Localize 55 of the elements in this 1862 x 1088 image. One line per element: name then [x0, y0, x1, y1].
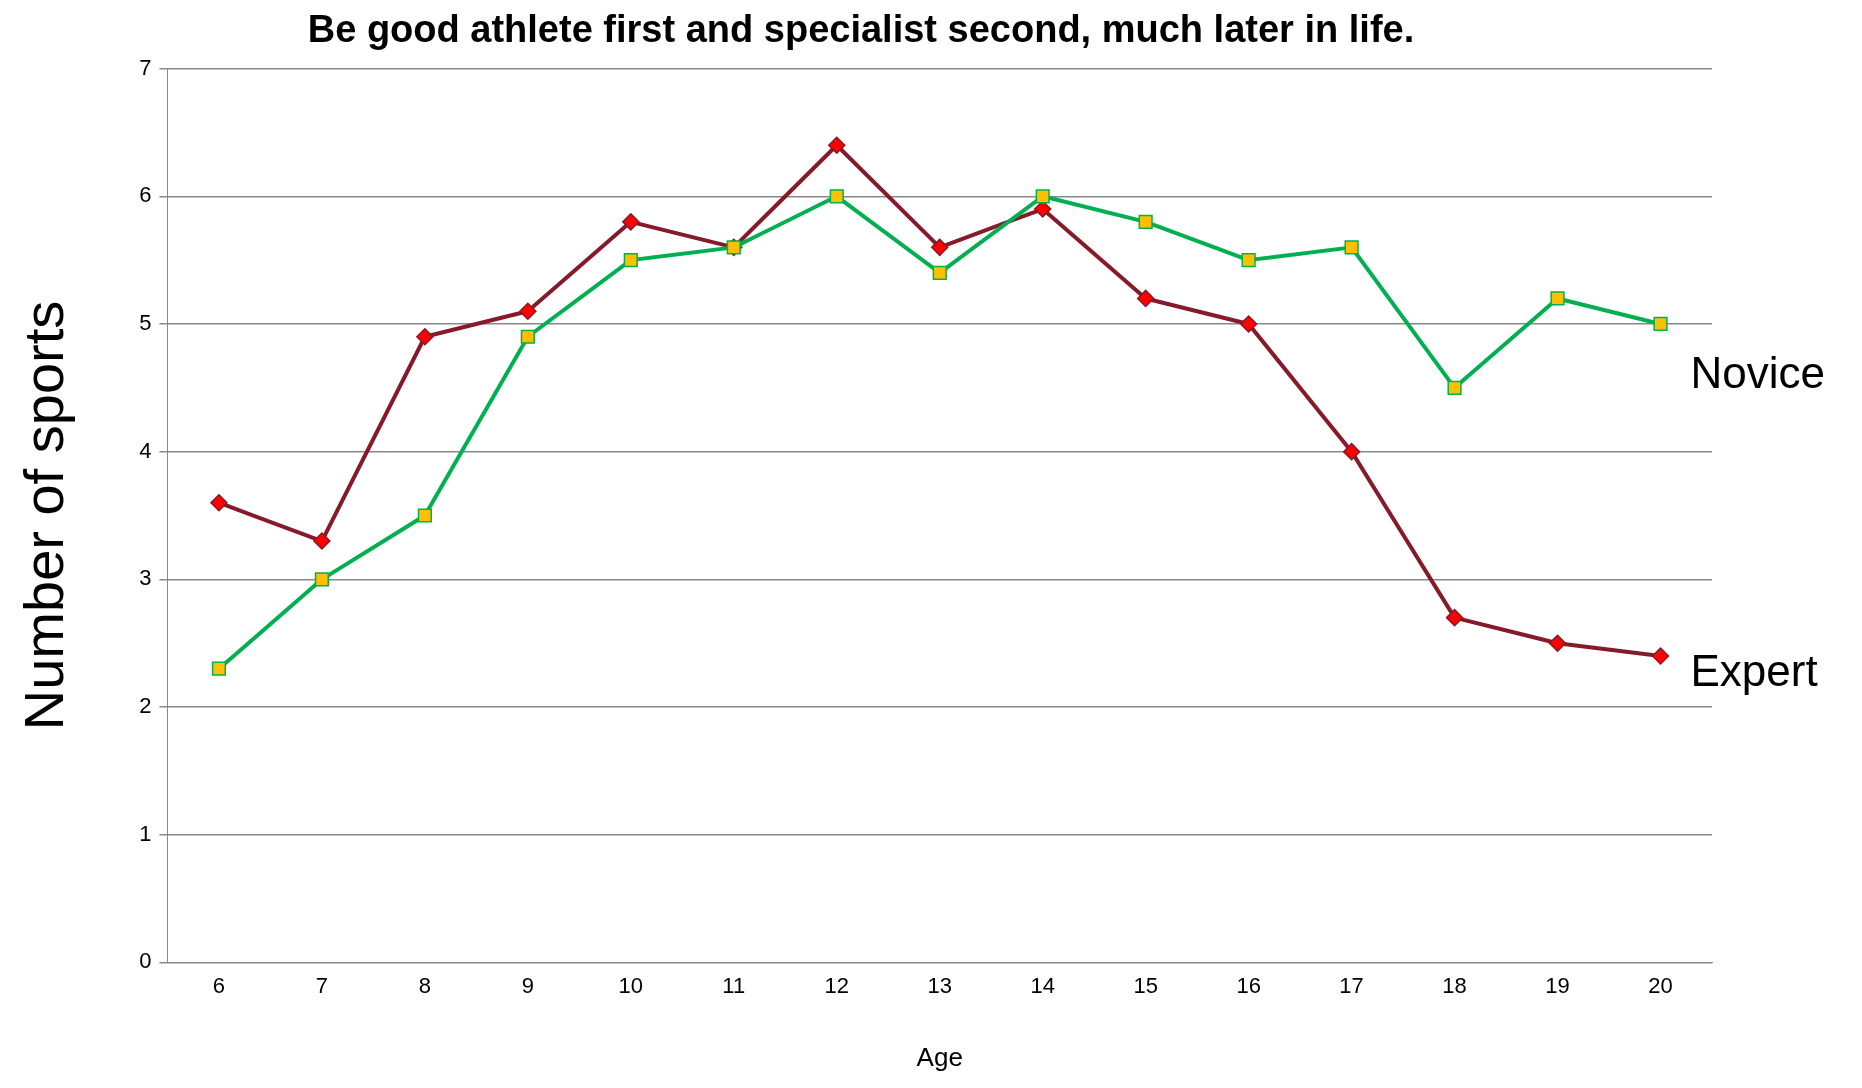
y-tick-label: 2	[139, 693, 152, 719]
x-tick-label: 14	[1030, 972, 1055, 998]
point	[211, 661, 227, 676]
y-tick-label: 4	[139, 437, 152, 463]
x-tick-label: 20	[1648, 972, 1673, 998]
point	[314, 572, 330, 587]
point	[1651, 647, 1670, 665]
x-tick-label: 16	[1236, 972, 1261, 998]
point	[1241, 253, 1256, 268]
series-label: Novice	[1690, 348, 1826, 398]
x-tick-label: 19	[1545, 972, 1570, 998]
point	[1138, 214, 1153, 229]
point	[417, 508, 432, 523]
x-axis-title: Age	[916, 1041, 963, 1072]
point	[1447, 380, 1462, 395]
point	[1342, 442, 1361, 461]
x-tick-label: 18	[1442, 972, 1467, 998]
point	[622, 213, 640, 231]
point	[829, 189, 844, 204]
x-tick-label: 6	[212, 972, 226, 998]
point	[930, 238, 949, 257]
x-tick-label: 9	[521, 972, 534, 998]
point	[1239, 315, 1258, 333]
y-tick-label: 3	[139, 565, 152, 591]
point	[1550, 291, 1565, 306]
point	[519, 302, 537, 320]
y-axis-title: Number of sports	[12, 300, 76, 731]
x-tick-label: 12	[824, 972, 849, 998]
point	[1653, 316, 1668, 332]
x-tick-label: 8	[418, 972, 431, 998]
point	[210, 493, 228, 512]
y-tick-label: 1	[139, 820, 152, 846]
point	[1445, 608, 1464, 627]
y-tick-label: 7	[139, 54, 152, 80]
x-tick-label: 17	[1339, 972, 1364, 998]
point	[623, 253, 638, 268]
point	[313, 532, 331, 550]
x-tick-label: 13	[927, 972, 952, 998]
point	[828, 136, 846, 154]
y-tick-label: 6	[139, 182, 152, 208]
point	[416, 327, 434, 346]
chart-title: Be good athlete first and specialist second, much later in life.	[307, 8, 1415, 51]
x-tick-label: 10	[618, 972, 644, 998]
x-tick-label: 15	[1133, 972, 1158, 998]
point	[1136, 289, 1155, 308]
point	[1035, 189, 1050, 204]
series-label: Expert	[1690, 646, 1818, 696]
x-tick-label: 7	[315, 972, 329, 998]
point	[1548, 634, 1567, 652]
x-tick-label: 11	[722, 972, 746, 998]
point	[932, 265, 947, 281]
point	[1344, 240, 1359, 255]
y-tick-label: 0	[139, 948, 152, 974]
y-tick-label: 5	[139, 310, 152, 336]
point	[520, 329, 535, 344]
